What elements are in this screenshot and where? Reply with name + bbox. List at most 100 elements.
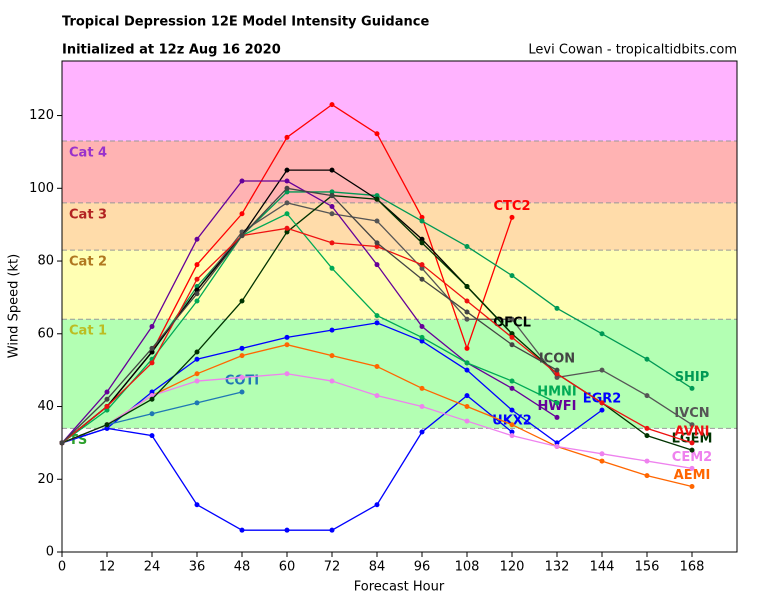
series-point — [419, 338, 425, 344]
series-point — [194, 298, 200, 304]
x-tick-label: 12 — [99, 560, 116, 575]
series-label: CTC2 — [494, 199, 531, 214]
series-point — [149, 433, 155, 439]
series-label: AVNI — [675, 424, 710, 439]
series-point — [554, 371, 560, 377]
series-point — [104, 389, 110, 395]
x-tick-label: 108 — [455, 560, 480, 575]
series-point — [509, 378, 515, 384]
series-point — [554, 414, 560, 420]
x-tick-label: 60 — [279, 560, 296, 575]
series-point — [194, 502, 200, 508]
series-point — [284, 211, 290, 217]
band-label: Cat 2 — [69, 255, 107, 270]
series-point — [284, 200, 290, 206]
series-point — [374, 262, 380, 268]
series-point — [599, 458, 605, 464]
series-point — [239, 298, 245, 304]
series-point — [374, 243, 380, 249]
series-point — [329, 211, 335, 217]
series-point — [329, 527, 335, 533]
series-point — [644, 425, 650, 431]
series-point — [464, 316, 470, 322]
x-tick-label: 36 — [189, 560, 206, 575]
y-tick-label: 0 — [46, 545, 54, 560]
series-label: EGR2 — [583, 392, 622, 407]
series-point — [329, 167, 335, 173]
series-point — [689, 447, 695, 453]
series-point — [374, 240, 380, 246]
x-tick-label: 120 — [500, 560, 525, 575]
series-point — [419, 218, 425, 224]
series-label: CEM2 — [672, 450, 712, 465]
series-point — [194, 262, 200, 268]
series-label: OFCL — [493, 315, 531, 330]
series-label: ICON — [539, 352, 575, 367]
series-point — [284, 189, 290, 195]
series-point — [644, 433, 650, 439]
series-point — [239, 178, 245, 184]
series-label: SHIP — [675, 370, 710, 385]
band-label: Cat 3 — [69, 207, 107, 222]
series-point — [239, 389, 245, 395]
series-point — [374, 313, 380, 319]
series-point — [464, 393, 470, 399]
band-label: Cat 4 — [69, 146, 107, 161]
series-point — [509, 334, 515, 340]
series-point — [194, 378, 200, 384]
series-point — [149, 324, 155, 330]
series-point — [419, 240, 425, 246]
band-label: Cat 1 — [69, 324, 107, 339]
series-point — [329, 265, 335, 271]
series-point — [149, 360, 155, 366]
series-point — [419, 236, 425, 242]
band — [62, 141, 737, 203]
series-point — [464, 309, 470, 315]
y-tick-label: 20 — [37, 472, 54, 487]
x-tick-label: 48 — [234, 560, 251, 575]
series-point — [509, 433, 515, 439]
series-point — [599, 400, 605, 406]
x-tick-label: 168 — [680, 560, 705, 575]
series-point — [284, 167, 290, 173]
series-point — [239, 353, 245, 359]
series-point — [284, 185, 290, 191]
series-point — [284, 342, 290, 348]
series-point — [509, 407, 515, 413]
series-point — [329, 378, 335, 384]
series-point — [239, 345, 245, 351]
series-point — [329, 203, 335, 209]
series-point — [284, 178, 290, 184]
series-point — [419, 385, 425, 391]
series-point — [464, 404, 470, 410]
series-point — [419, 429, 425, 435]
series-point — [329, 353, 335, 359]
series-point — [374, 193, 380, 199]
chart-title: Tropical Depression 12E Model Intensity … — [62, 15, 429, 30]
series-point — [104, 425, 110, 431]
series-point — [284, 225, 290, 231]
series-point — [599, 331, 605, 337]
x-axis-label: Forecast Hour — [354, 580, 445, 595]
series-point — [644, 458, 650, 464]
series-point — [329, 327, 335, 333]
series-point — [239, 211, 245, 217]
chart-subtitle: Initialized at 12z Aug 16 2020 — [62, 43, 281, 58]
series-point — [59, 440, 65, 446]
y-tick-label: 120 — [29, 108, 54, 123]
series-point — [554, 440, 560, 446]
x-tick-label: 24 — [144, 560, 161, 575]
y-axis-label: Wind Speed (kt) — [7, 254, 22, 358]
series-point — [104, 396, 110, 402]
series-point — [509, 273, 515, 279]
y-tick-label: 100 — [29, 181, 54, 196]
x-tick-label: 132 — [545, 560, 570, 575]
series-point — [239, 233, 245, 239]
series-point — [419, 276, 425, 282]
series-point — [689, 465, 695, 471]
series-point — [644, 356, 650, 362]
series-point — [284, 134, 290, 140]
series-point — [419, 334, 425, 340]
series-point — [374, 364, 380, 370]
series-line — [61, 212, 558, 444]
